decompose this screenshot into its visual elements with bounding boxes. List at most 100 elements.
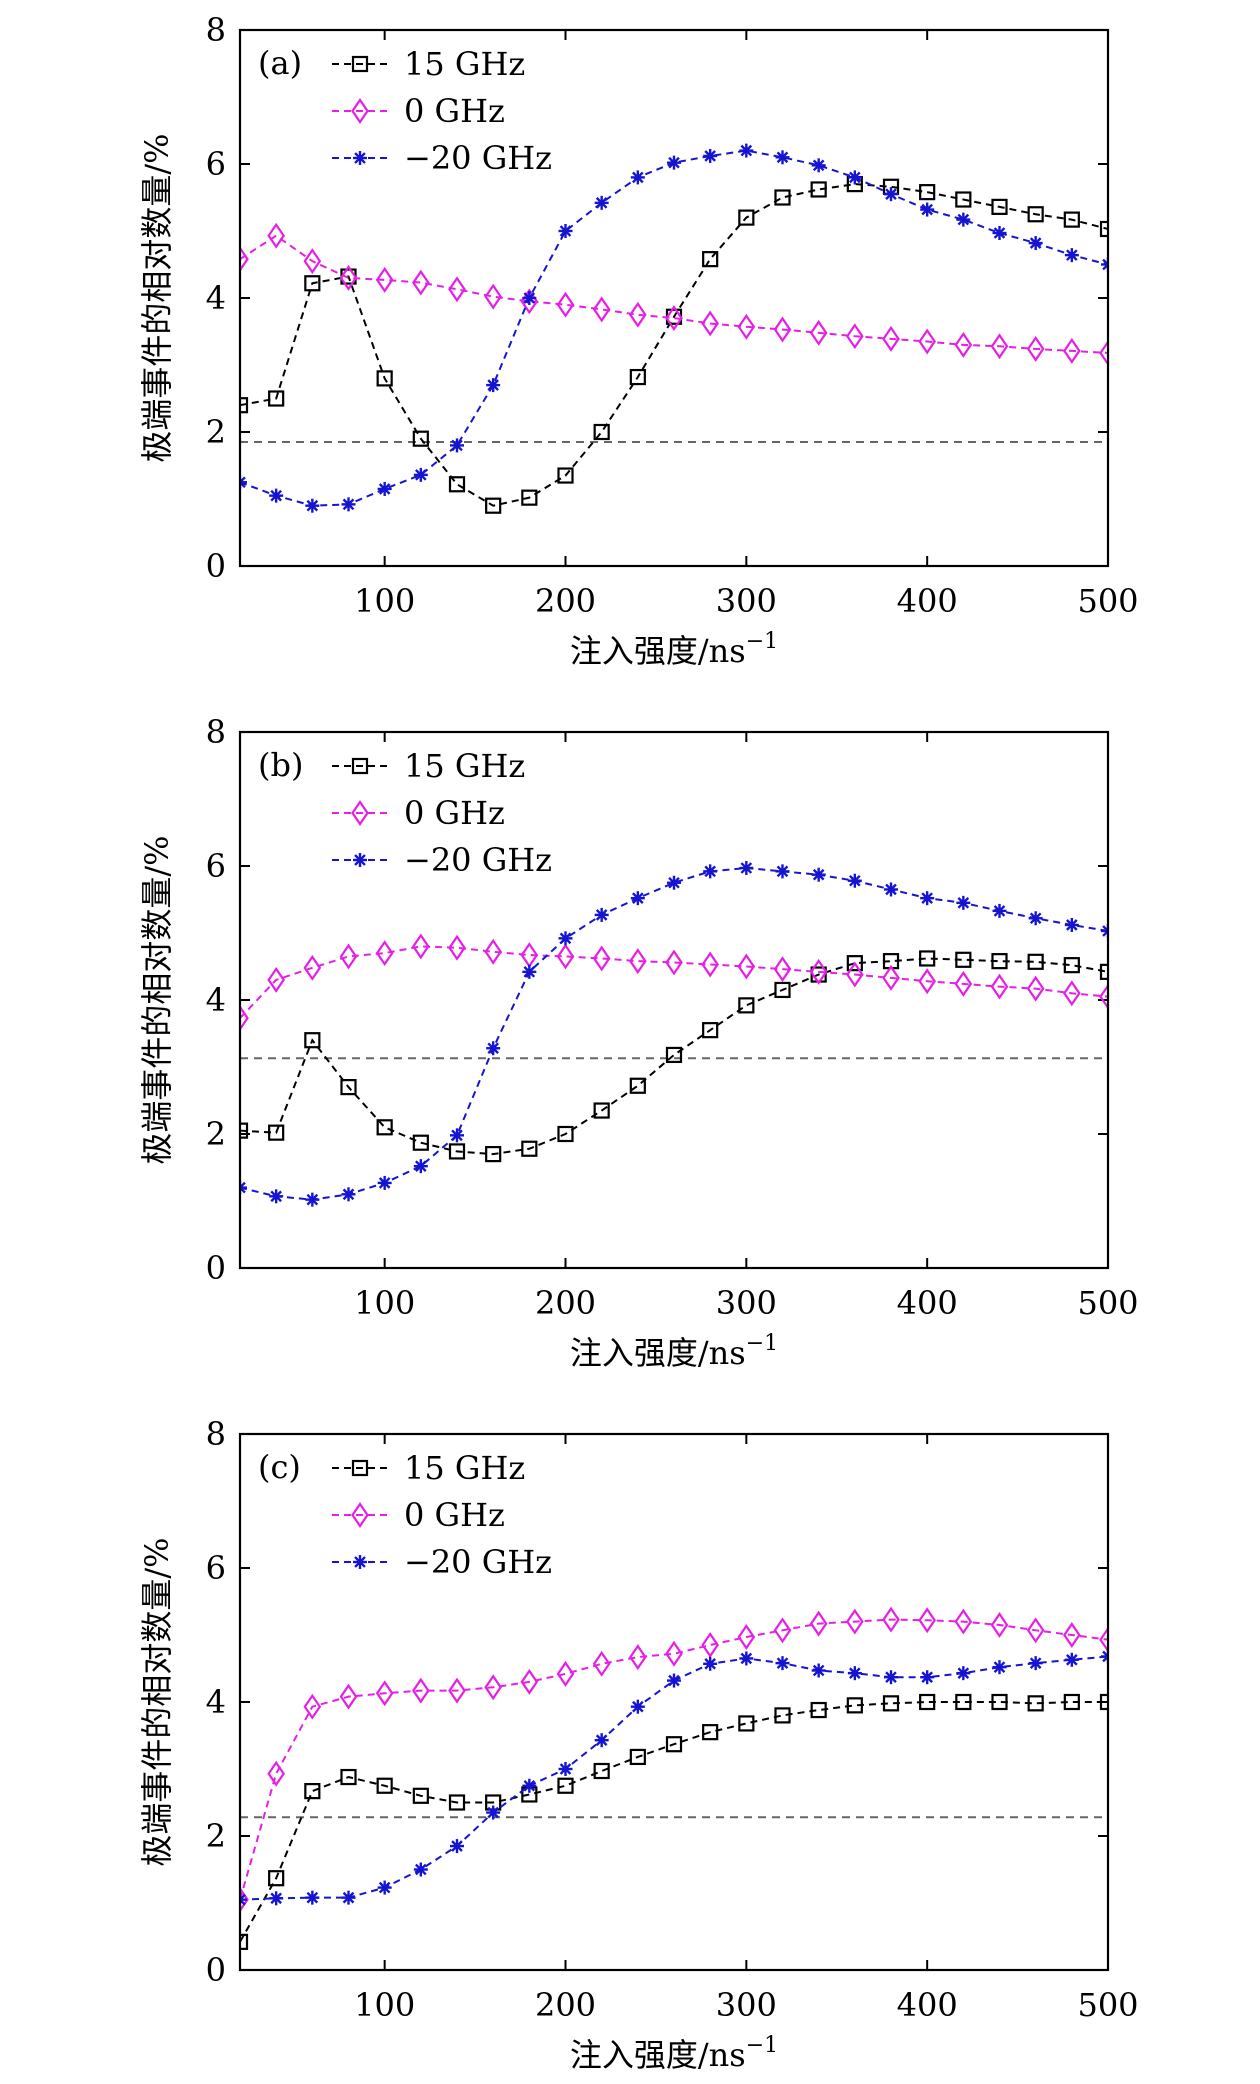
data-point-0 — [846, 955, 863, 972]
x-axis-label: 注入强度/ns−1 — [570, 2033, 778, 2074]
data-point-0 — [665, 1046, 683, 1064]
data-point-2 — [486, 1805, 501, 1820]
data-point-2 — [269, 488, 284, 503]
data-point-0 — [810, 1701, 827, 1719]
data-point-2 — [667, 155, 681, 170]
data-point-2 — [667, 1673, 681, 1688]
data-point-2 — [703, 864, 718, 879]
series-line-0 — [240, 957, 1108, 1156]
data-point-2 — [1028, 1656, 1043, 1671]
data-point-2 — [450, 438, 464, 453]
series-line-1 — [240, 1618, 1108, 1900]
legend-label: −20 GHz — [404, 1543, 552, 1581]
legend-marker — [351, 55, 369, 73]
data-point-1 — [240, 246, 249, 273]
series-line-0 — [240, 1701, 1108, 1943]
legend-label: 15 GHz — [404, 45, 525, 83]
data-point-1 — [846, 1608, 864, 1635]
plot-frame — [238, 730, 1110, 1270]
data-point-1 — [809, 319, 828, 346]
data-point-0 — [955, 191, 972, 208]
data-point-2 — [522, 1778, 537, 1793]
data-point-2 — [558, 931, 573, 946]
data-point-0 — [376, 1119, 393, 1136]
data-point-0 — [304, 275, 321, 292]
data-point-2 — [413, 1862, 428, 1877]
data-point-1 — [303, 954, 322, 981]
data-point-0 — [240, 1933, 249, 1950]
data-point-1 — [448, 934, 466, 961]
data-point-1 — [1099, 1626, 1108, 1653]
data-point-1 — [484, 1674, 502, 1701]
data-point-1 — [918, 968, 936, 995]
data-point-2 — [305, 498, 320, 513]
data-point-1 — [556, 943, 575, 970]
data-point-2 — [486, 378, 501, 393]
data-point-2 — [305, 1890, 320, 1905]
data-point-1 — [737, 313, 756, 340]
data-point-0 — [304, 1783, 321, 1800]
x-tick-label: 300 — [716, 1284, 777, 1322]
data-point-1 — [882, 964, 900, 991]
data-point-2 — [739, 861, 754, 876]
x-tick-label: 400 — [897, 1986, 958, 2024]
data-point-1 — [1062, 337, 1081, 364]
y-tick-label: 0 — [206, 547, 226, 585]
data-point-1 — [484, 283, 502, 310]
data-point-1 — [954, 970, 973, 997]
data-point-2 — [920, 202, 935, 217]
x-tick-label: 500 — [1077, 582, 1138, 620]
data-point-0 — [268, 1870, 285, 1887]
data-point-1 — [339, 943, 358, 970]
data-point-1 — [556, 291, 575, 318]
data-point-1 — [846, 961, 864, 988]
data-point-0 — [1099, 963, 1108, 980]
data-point-1 — [665, 305, 683, 332]
data-point-2 — [377, 1175, 392, 1190]
data-point-1 — [412, 1677, 430, 1704]
y-tick-label: 2 — [206, 413, 226, 451]
series-line-1 — [240, 945, 1108, 1019]
data-point-0 — [629, 368, 646, 386]
data-point-2 — [305, 1192, 320, 1207]
x-tick-label: 100 — [354, 1284, 415, 1322]
data-point-0 — [629, 1077, 646, 1094]
data-point-0 — [593, 1102, 610, 1119]
data-point-0 — [557, 1125, 574, 1143]
series-line-1 — [240, 234, 1108, 354]
legend-marker — [351, 98, 369, 124]
data-point-1 — [882, 1606, 900, 1633]
x-tick-label: 200 — [535, 582, 596, 620]
x-tick-label: 400 — [897, 1284, 958, 1322]
data-point-1 — [773, 1617, 792, 1644]
data-point-0 — [412, 430, 429, 447]
x-tick-label: 400 — [897, 582, 958, 620]
data-point-2 — [884, 187, 898, 202]
series-line-0 — [240, 183, 1108, 507]
data-point-0 — [268, 390, 285, 407]
data-point-2 — [847, 873, 862, 888]
data-point-1 — [240, 1005, 249, 1032]
data-point-1 — [1026, 975, 1045, 1002]
data-point-0 — [268, 1124, 285, 1141]
data-point-1 — [954, 331, 973, 358]
y-tick-label: 6 — [206, 847, 226, 885]
data-point-1 — [809, 958, 828, 985]
data-point-1 — [1099, 983, 1108, 1010]
data-point-2 — [1101, 257, 1108, 272]
data-point-2 — [992, 903, 1007, 918]
data-point-1 — [267, 966, 285, 993]
data-point-0 — [448, 1143, 466, 1160]
data-point-0 — [665, 1736, 683, 1753]
x-tick-label: 300 — [716, 582, 777, 620]
data-point-2 — [703, 148, 718, 163]
data-point-1 — [484, 938, 502, 965]
data-point-0 — [774, 189, 791, 206]
data-point-2 — [920, 1670, 935, 1685]
data-point-2 — [341, 1890, 356, 1905]
data-point-0 — [991, 1693, 1008, 1711]
data-point-2 — [1028, 236, 1043, 251]
data-point-2 — [1064, 917, 1079, 932]
data-point-2 — [667, 875, 681, 890]
